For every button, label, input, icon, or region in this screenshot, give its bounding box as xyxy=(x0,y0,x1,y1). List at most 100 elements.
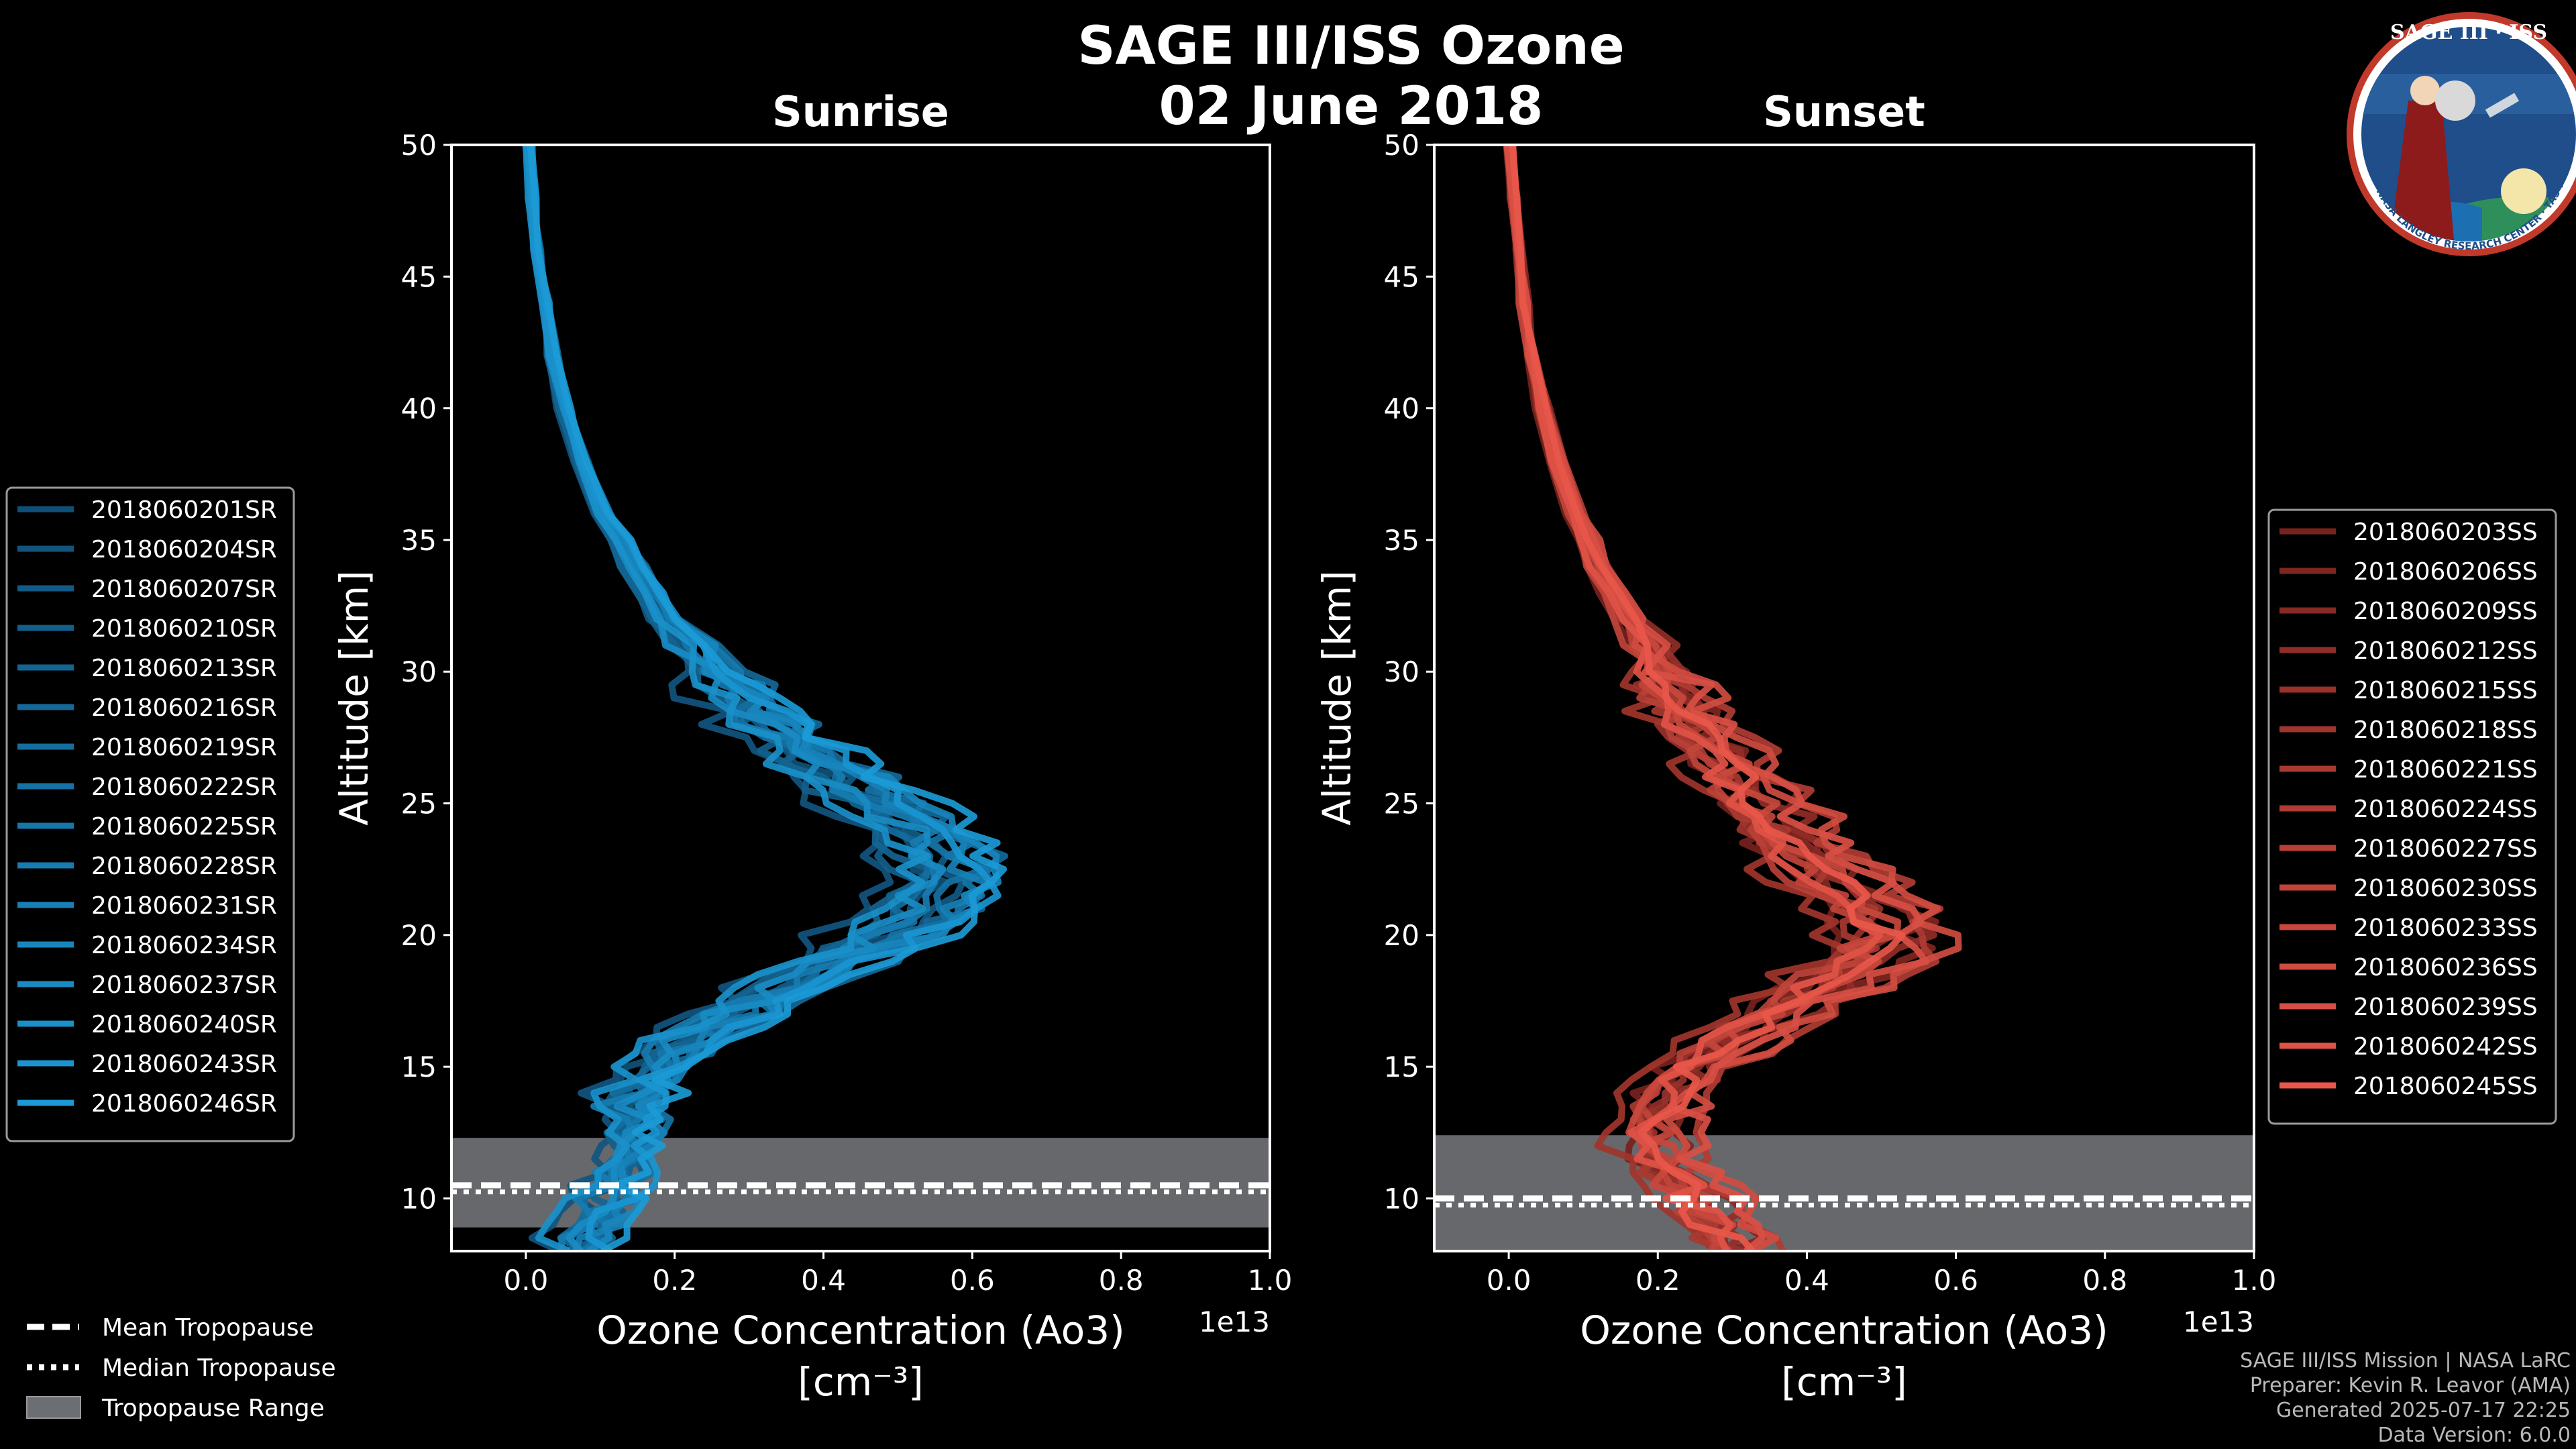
x-axis-label: Ozone Concentration (Ao3) xyxy=(1580,1307,2108,1353)
footer-generated: Generated 2025-07-17 22:25 xyxy=(2276,1399,2571,1422)
sage-iii-iss-mission-logo: SAGE III · ISS BALL · NASA LANGLEY RESEA… xyxy=(2347,12,2576,256)
y-tick-label: 15 xyxy=(401,1051,437,1083)
footer-preparer: Preparer: Kevin R. Leavor (AMA) xyxy=(2250,1374,2571,1397)
logo-moon-icon xyxy=(2435,80,2475,121)
legend-label: 2018060243SR xyxy=(91,1051,277,1078)
x-axis-units: [cm⁻³] xyxy=(1781,1359,1907,1405)
legend-label: 2018060221SS xyxy=(2353,756,2538,784)
legend-label: 2018060227SS xyxy=(2353,835,2538,863)
tropopause-legend: Mean Tropopause Median Tropopause Tropop… xyxy=(26,1314,336,1422)
sunset-legend: 2018060203SS 2018060206SS 2018060209SS 2018… xyxy=(2267,508,2557,1125)
median-tropopause-label: Median Tropopause xyxy=(102,1354,336,1382)
legend-label: 2018060230SS xyxy=(2353,875,2538,902)
x-tick-label: 0.6 xyxy=(1933,1264,1978,1297)
sunrise-legend: 2018060201SR 2018060204SR 2018060207SR 2018… xyxy=(5,486,295,1142)
sunrise-panel: 10 15 20 25 30 35 40 45 50 0.0 0.2 0.4 0.6 0.8 1.0 Sunr… xyxy=(331,87,1292,1405)
sunset-profile-2018060245SS xyxy=(1509,145,1906,1251)
footer-credits: SAGE III/ISS Mission | NASA LaRC Prepare… xyxy=(2240,1349,2571,1447)
legend-label: 2018060218SS xyxy=(2353,716,2538,744)
x-tick-label: 0.8 xyxy=(1099,1264,1144,1297)
mean-tropopause-label: Mean Tropopause xyxy=(102,1314,314,1342)
y-tick-label: 15 xyxy=(1384,1051,1419,1083)
subplot-title: Sunset xyxy=(1763,87,1925,136)
y-tick-label: 45 xyxy=(401,260,437,293)
legend-label: 2018060228SR xyxy=(91,853,277,880)
x-tick-label: 0.0 xyxy=(504,1264,549,1297)
legend-label: 2018060236SS xyxy=(2353,954,2538,981)
logo-title: SAGE III · ISS xyxy=(2390,21,2547,44)
x-tick-label: 0.2 xyxy=(1635,1264,1680,1297)
x-tick-label: 0.8 xyxy=(2082,1264,2127,1297)
legend-label: 2018060237SR xyxy=(91,971,277,999)
sunset-profile-2018060242SS xyxy=(1509,145,1884,1251)
y-tick-label: 40 xyxy=(401,392,437,425)
tropopause-range-label: Tropopause Range xyxy=(101,1395,325,1422)
x-axis-scale-label: 1e13 xyxy=(1199,1305,1270,1338)
tropopause-range-swatch xyxy=(26,1396,81,1419)
legend-label: 2018060231SR xyxy=(91,892,277,920)
legend-label: 2018060245SS xyxy=(2353,1073,2538,1100)
y-axis-label: Altitude [km] xyxy=(331,570,377,825)
legend-label: 2018060242SS xyxy=(2353,1033,2538,1061)
x-axis-scale-label: 1e13 xyxy=(2183,1305,2254,1338)
y-tick-label: 30 xyxy=(1384,655,1419,688)
legend-label: 2018060210SR xyxy=(91,615,277,643)
legend-label: 2018060219SR xyxy=(91,734,277,761)
figure-title-line2: 02 June 2018 xyxy=(1159,76,1544,137)
x-tick-label: 1.0 xyxy=(2232,1264,2277,1297)
legend-label: 2018060206SS xyxy=(2353,558,2538,586)
legend-label: 2018060224SS xyxy=(2353,796,2538,823)
legend-frame xyxy=(2267,508,2557,1125)
legend-label: 2018060212SS xyxy=(2353,637,2538,665)
x-axis-label: Ozone Concentration (Ao3) xyxy=(596,1307,1125,1353)
legend-label: 2018060233SS xyxy=(2353,914,2538,942)
subplot-title: Sunrise xyxy=(772,87,949,136)
legend-label: 2018060213SR xyxy=(91,655,277,682)
y-tick-label: 50 xyxy=(1384,129,1419,162)
x-tick-label: 1.0 xyxy=(1248,1264,1293,1297)
sunrise-profile-2018060240SR xyxy=(524,145,931,1251)
sunset-profile-2018060236SS xyxy=(1509,145,1962,1251)
y-tick-label: 50 xyxy=(401,129,437,162)
y-tick-label: 40 xyxy=(1384,392,1419,425)
legend-label: 2018060216SR xyxy=(91,694,277,722)
plot-frame xyxy=(1433,144,2255,1252)
y-tick-label: 20 xyxy=(1384,919,1419,952)
legend-label: 2018060215SS xyxy=(2353,677,2538,704)
plot-frame xyxy=(450,144,1271,1252)
y-tick-label: 30 xyxy=(401,655,437,688)
footer-data-version: Data Version: 6.0.0 xyxy=(2378,1424,2571,1447)
sunset-panel: 10 15 20 25 30 35 40 45 50 0.0 0.2 0.4 0.6 0.8 1.0 Suns… xyxy=(1314,87,2276,1405)
x-tick-label: 0.4 xyxy=(801,1264,846,1297)
y-tick-label: 10 xyxy=(1384,1182,1419,1215)
logo-sun-icon xyxy=(2501,168,2546,214)
y-tick-label: 45 xyxy=(1384,260,1419,293)
y-tick-label: 35 xyxy=(401,524,437,557)
logo-station-icon xyxy=(2485,93,2520,118)
legend-label: 2018060204SR xyxy=(91,536,277,564)
x-tick-label: 0.2 xyxy=(652,1264,697,1297)
legend-frame xyxy=(5,486,295,1142)
profile-lines xyxy=(1503,145,1962,1251)
x-tick-label: 0.6 xyxy=(950,1264,995,1297)
y-axis-label: Altitude [km] xyxy=(1314,570,1360,825)
legend-label: 2018060203SS xyxy=(2353,519,2538,546)
y-tick-label: 25 xyxy=(401,788,437,820)
y-tick-label: 20 xyxy=(401,919,437,952)
y-tick-label: 35 xyxy=(1384,524,1419,557)
y-tick-label: 25 xyxy=(1384,788,1419,820)
profile-lines xyxy=(522,145,1008,1251)
logo-figure-head-icon xyxy=(2410,76,2440,105)
legend-label: 2018060209SS xyxy=(2353,598,2538,625)
legend-label: 2018060201SR xyxy=(91,496,277,524)
legend-label: 2018060207SR xyxy=(91,576,277,603)
tropopause-range-band xyxy=(1434,1135,2254,1251)
legend-label: 2018060239SS xyxy=(2353,994,2538,1021)
footer-mission: SAGE III/ISS Mission | NASA LaRC xyxy=(2240,1349,2571,1373)
x-axis-units: [cm⁻³] xyxy=(798,1359,924,1405)
x-tick-label: 0.4 xyxy=(1784,1264,1829,1297)
figure-title-line1: SAGE III/ISS Ozone xyxy=(1077,16,1624,76)
legend-label: 2018060234SR xyxy=(91,932,277,959)
x-tick-label: 0.0 xyxy=(1487,1264,1532,1297)
